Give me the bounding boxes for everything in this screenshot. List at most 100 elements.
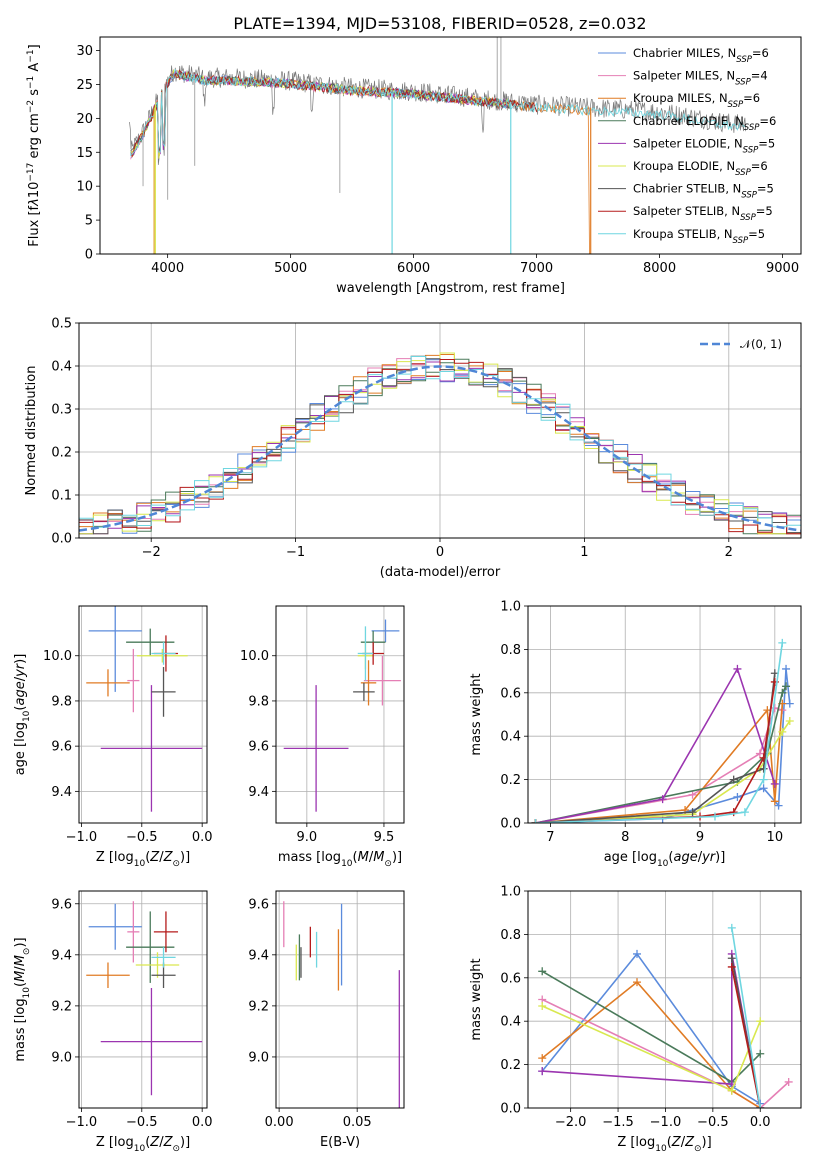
spectrum-ytick-label: 20: [76, 112, 93, 127]
mass-vs-EBV-xtick-label: 0.00: [265, 1115, 294, 1130]
weight-vs-age-ytick-label: 0.4: [500, 730, 521, 745]
weight-vs-age-ytick-label: 0.8: [500, 643, 521, 658]
age-vs-mass-ytick-label: 9.4: [248, 785, 269, 800]
weight-vs-Z-xtick-label: −1.5: [602, 1115, 634, 1130]
age-vs-mass-frame: [275, 605, 405, 824]
legend-label: Salpeter STELIB, NSSP=5: [633, 204, 773, 223]
weight-line: [731, 966, 761, 1108]
weight-marker: [784, 1077, 793, 1086]
mass-vs-EBV-ytick-label: 9.0: [248, 1050, 269, 1065]
spectrum-ylabel: Flux [fλ10−17 erg cm−2 s−1 A−1]: [26, 44, 42, 246]
weight-marker: [778, 727, 787, 736]
legend-label: Chabrier STELIB, NSSP=5: [633, 182, 774, 201]
weight-marker: [688, 808, 697, 817]
residuals-xlabel: (data-model)/error: [380, 565, 501, 580]
weight-marker: [633, 949, 642, 958]
weight-marker: [727, 954, 736, 963]
weight-marker: [755, 749, 764, 758]
mass-vs-EBV-plot: [283, 901, 400, 1108]
spectrum-ytick-label: 5: [85, 214, 93, 229]
mass-vs-EBV-axes: 0.00 0.05 9.0 9.2 9.4 9.6 E(B-V): [248, 890, 405, 1150]
weight-marker: [756, 1017, 765, 1026]
age-vs-mass-plot: [283, 619, 401, 812]
spectrum-xtick-label: 9000: [766, 261, 799, 276]
residuals-frame: [78, 322, 802, 539]
residuals-ytick-label: 0.3: [51, 403, 72, 418]
legend-label: Kroupa STELIB, NSSP=5: [633, 227, 765, 246]
age-vs-Z-grid: [79, 606, 207, 823]
weight-marker: [729, 775, 738, 784]
residuals-ytick-label: 0.2: [51, 446, 72, 461]
age-vs-Z-ytick-label: 9.4: [51, 785, 72, 800]
legend-label: Chabrier MILES, NSSP=6: [633, 46, 769, 65]
legend-label: Salpeter MILES, NSSP=4: [633, 69, 768, 88]
mass-vs-EBV-xlabel: E(B-V): [320, 1135, 360, 1150]
weight-vs-Z-xtick-label: −0.5: [697, 1115, 729, 1130]
weight-vs-Z-frame: [527, 890, 802, 1109]
residuals-xtick-label: −1: [286, 545, 305, 560]
residuals-ytick-label: 0.5: [51, 317, 72, 332]
weight-marker: [727, 1086, 736, 1095]
age-vs-Z-ytick-label: 10.0: [43, 649, 72, 664]
weight-marker: [759, 784, 768, 793]
residuals-xtick-label: 2: [725, 545, 733, 560]
spectrum-plot: [129, 37, 747, 254]
weight-marker: [770, 703, 779, 712]
residuals-axes: −2 −1 0 1 2 0.0 0.1 0.2 0.3 0.4 0.5 (data-model)/er…: [24, 317, 802, 580]
weight-line: [541, 980, 761, 1108]
legend-label: Chabrier ELODIE, NSSP=6: [633, 114, 776, 133]
mass-vs-Z-xtick-label: 0.0: [192, 1115, 213, 1130]
mass-vs-Z-plot: [86, 901, 203, 1096]
spectrum-ytick-label: 0: [85, 248, 93, 263]
residuals-plot: [79, 352, 801, 535]
mass-vs-Z-ytick-label: 9.4: [51, 948, 72, 963]
weight-vs-Z-axes: −2.0 −1.5 −1.0 −0.5 0.0 0.0 0.2 0.4 0.6 0.8 1.0 Z […: [469, 885, 802, 1154]
weight-line: [541, 970, 761, 1084]
weight-marker: [733, 664, 742, 673]
weight-marker: [740, 808, 749, 817]
weight-marker: [785, 717, 794, 726]
mass-vs-Z-xtick-label: −0.5: [126, 1115, 158, 1130]
weight-vs-Z-ylabel: mass weight: [469, 958, 484, 1040]
weight-vs-age-ytick-label: 0.0: [500, 817, 521, 832]
mass-vs-Z-ytick-label: 9.0: [51, 1050, 72, 1065]
weight-vs-age-axes: 7 8 9 10 0.0 0.2 0.4 0.6 0.8 1.0 age [log10(age/yr…: [469, 600, 802, 869]
residuals-ytick-label: 0.0: [51, 532, 72, 547]
age-vs-Z-frame: [78, 605, 208, 824]
weight-marker: [729, 808, 738, 817]
weight-vs-age-xlabel: age [log10(age/yr)]: [604, 850, 726, 869]
weight-marker: [756, 1049, 765, 1058]
age-vs-Z-ytick-label: 9.6: [51, 740, 72, 755]
weight-vs-age-xtick-label: 8: [621, 830, 629, 845]
age-vs-Z-xtick-label: −0.5: [126, 830, 158, 845]
age-vs-mass-xtick-label: 9.0: [296, 830, 317, 845]
age-vs-Z-plot: [86, 606, 203, 812]
weight-marker: [727, 923, 736, 932]
age-vs-Z-xlabel: Z [log10(Z/Z⊙)]: [96, 850, 190, 869]
weight-vs-Z-ytick-label: 0.4: [500, 1015, 521, 1030]
weight-marker: [531, 819, 540, 823]
spectrum-xtick-label: 7000: [520, 261, 553, 276]
weight-vs-Z-ytick-label: 0.2: [500, 1058, 521, 1073]
weight-vs-age-plot: [531, 638, 794, 823]
weight-vs-Z-plot: [538, 923, 793, 1108]
mass-vs-Z-xlabel: Z [log10(Z/Z⊙)]: [96, 1135, 190, 1154]
weight-line: [731, 927, 761, 1108]
residuals-ytick-label: 0.1: [51, 489, 72, 504]
age-vs-mass-xtick-label: 9.5: [374, 830, 395, 845]
residuals-xtick-label: −2: [142, 545, 161, 560]
age-vs-Z-ytick-label: 9.8: [51, 694, 72, 709]
weight-marker: [785, 699, 794, 708]
weight-marker: [538, 967, 547, 976]
weight-marker: [733, 792, 742, 801]
age-vs-mass-ytick-label: 10.0: [240, 649, 269, 664]
weight-line: [535, 685, 787, 823]
spectrum-ytick-label: 25: [76, 78, 93, 93]
weight-marker: [782, 682, 791, 691]
mass-vs-Z-axes: −1.0 −0.5 0.0 9.0 9.2 9.4 9.6 Z [log10(Z/Z⊙)] ma…: [13, 890, 213, 1154]
residuals-xtick-label: 0: [436, 545, 444, 560]
age-vs-Z-xtick-label: −1.0: [66, 830, 98, 845]
spectrum-ytick-label: 30: [76, 44, 93, 59]
weight-line: [535, 666, 776, 823]
